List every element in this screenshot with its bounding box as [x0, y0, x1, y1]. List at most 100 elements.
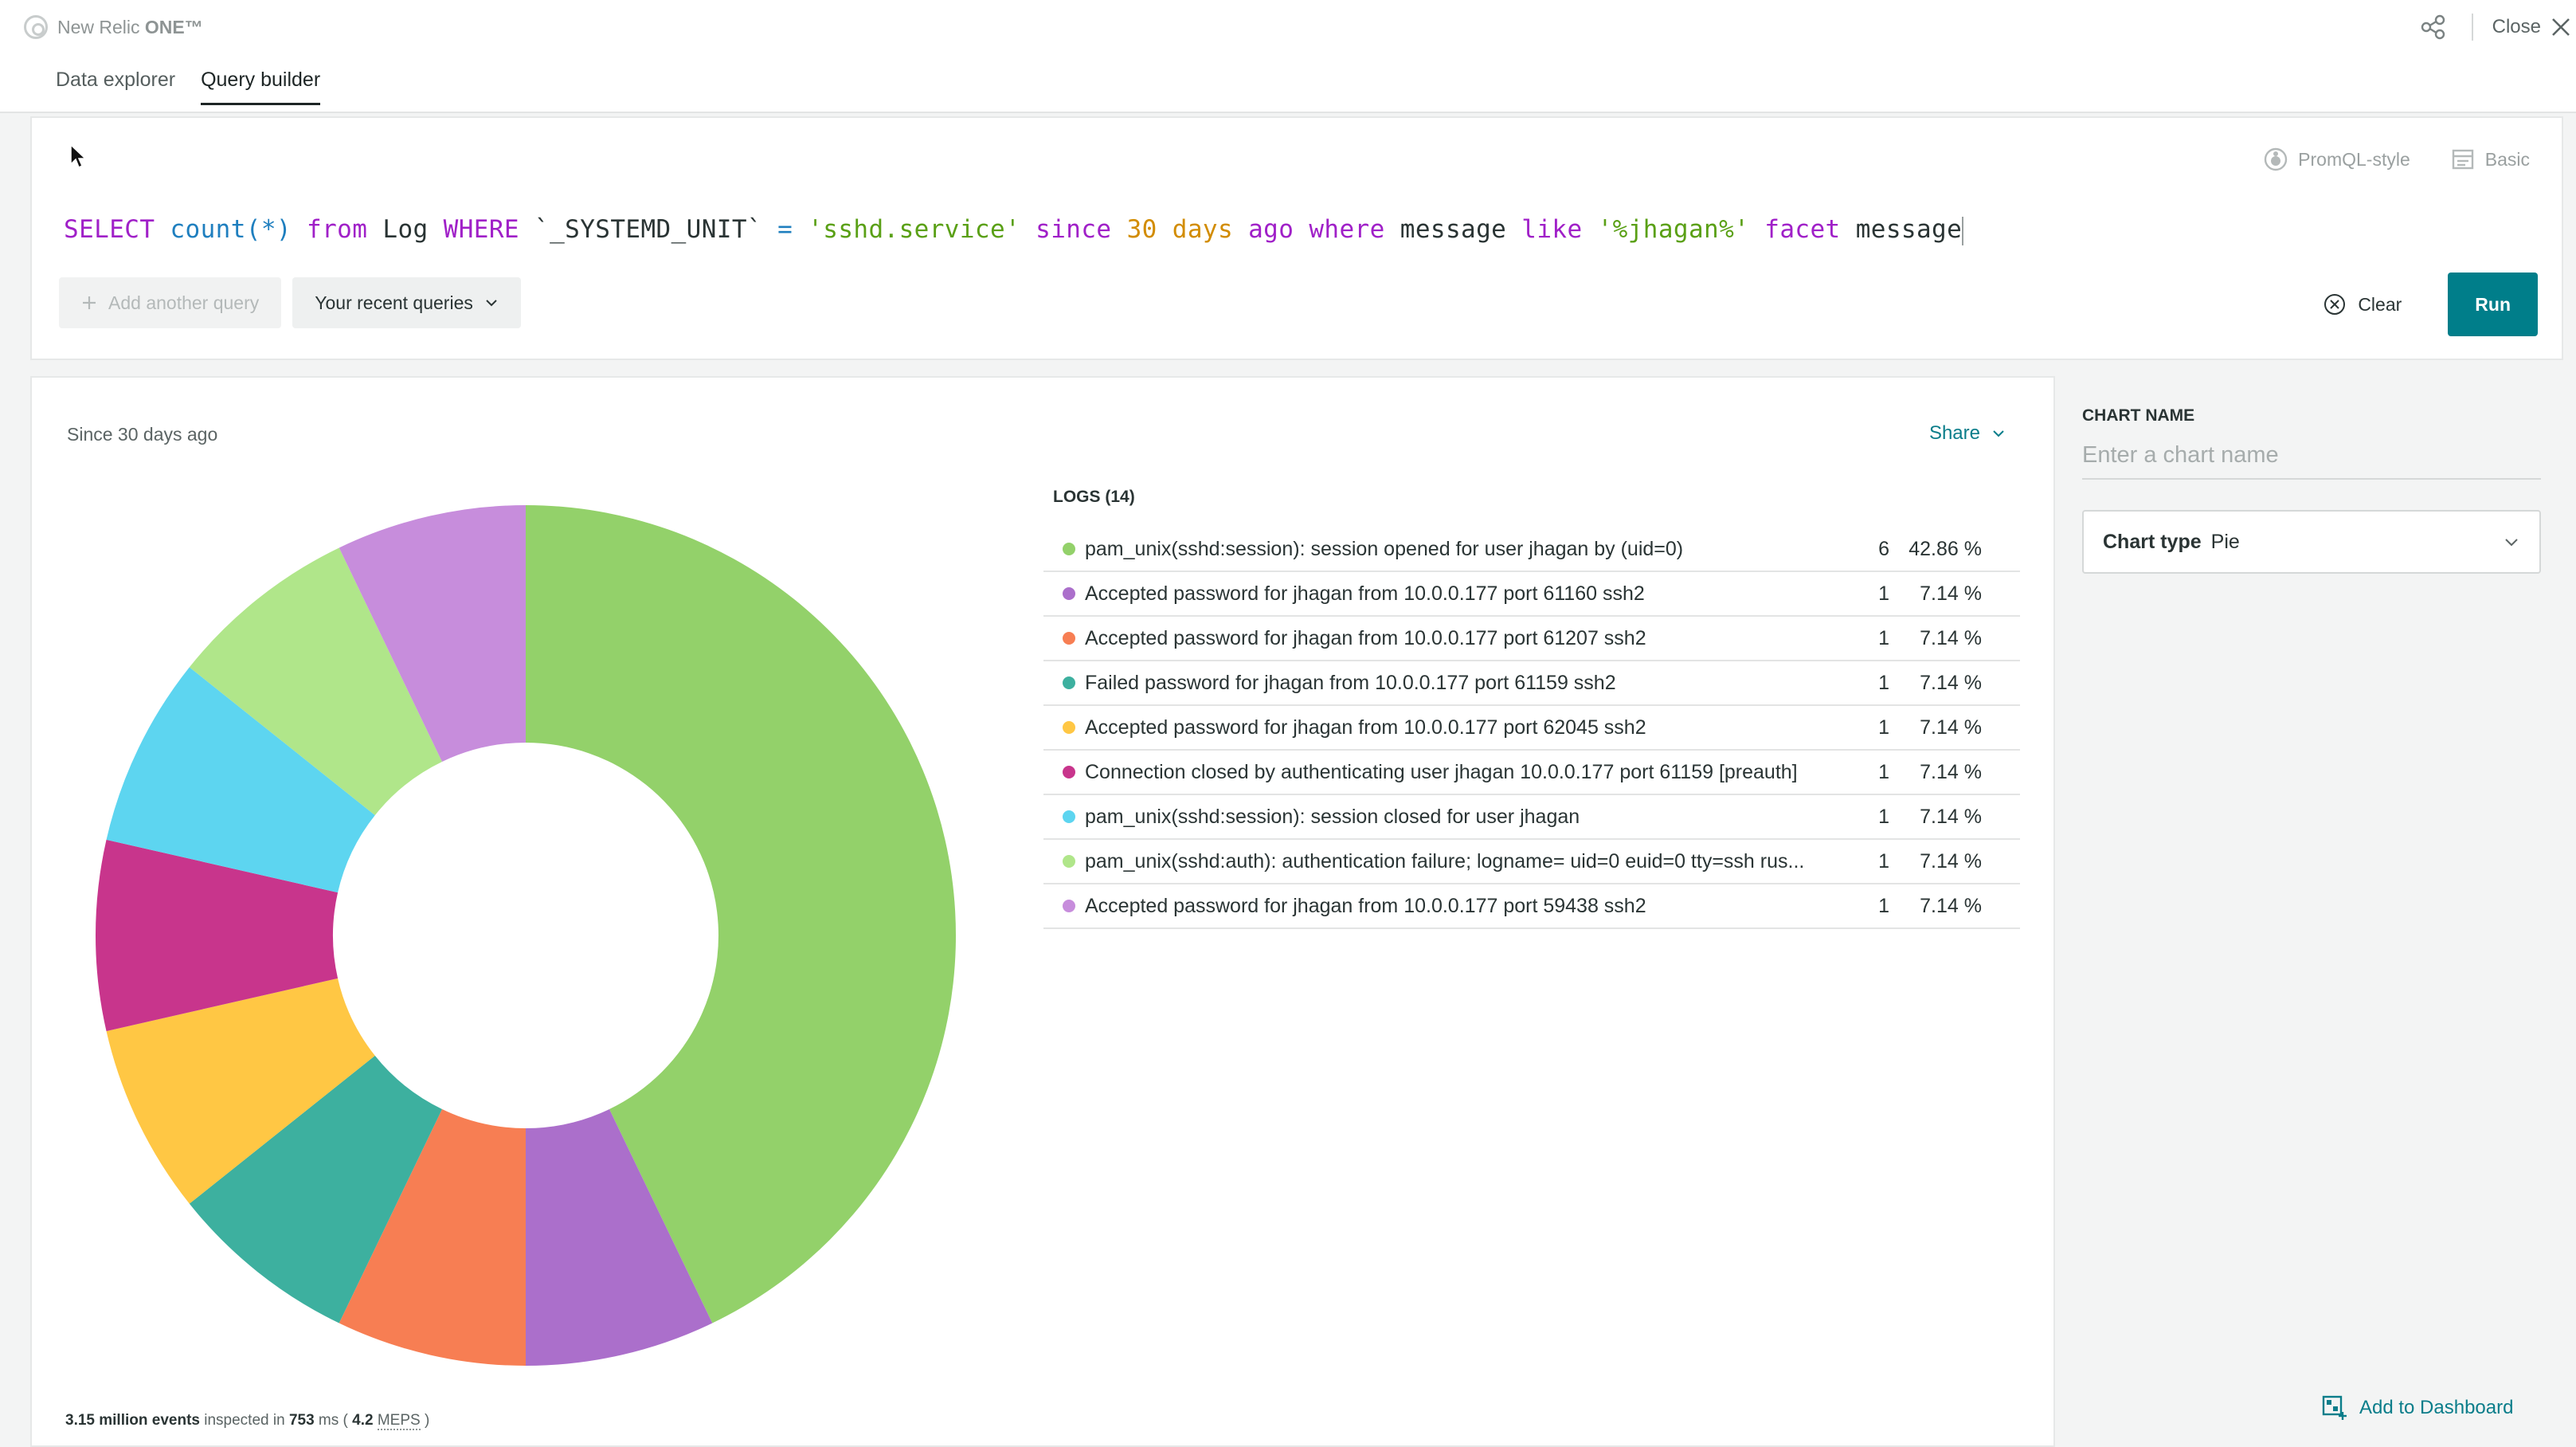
legend-label: Accepted password for jhagan from 10.0.0…	[1085, 582, 1645, 605]
legend-percent: 7.14 %	[1920, 760, 1982, 783]
query-token: message	[1384, 215, 1507, 244]
legend-title: LOGS (14)	[1053, 488, 1135, 506]
pie-slice-1[interactable]	[526, 1109, 713, 1366]
clear-circle-icon	[2324, 294, 2346, 315]
legend-label: Accepted password for jhagan from 10.0.0…	[1085, 716, 1646, 739]
recent-queries-dropdown[interactable]: Your recent queries	[292, 277, 521, 328]
query-token: since	[1020, 215, 1112, 244]
chart-type-select[interactable]: Chart type Pie	[2082, 510, 2541, 574]
add-to-dashboard-button[interactable]: Add to Dashboard	[2321, 1394, 2513, 1422]
query-token: where	[1294, 215, 1385, 244]
close-button[interactable]: Close	[2492, 16, 2541, 37]
pie-slice-2[interactable]	[339, 1109, 526, 1366]
legend-count: 1	[1878, 582, 1889, 605]
legend-percent: 7.14 %	[1920, 805, 1982, 828]
pie-chart-svg	[95, 505, 956, 1366]
pie-slice-5[interactable]	[95, 839, 339, 1032]
legend-item[interactable]: pam_unix(sshd:session): session opened f…	[1043, 527, 2020, 572]
tab-query-builder[interactable]: Query builder	[201, 69, 321, 105]
legend-color-dot	[1063, 900, 1075, 912]
run-button[interactable]: Run	[2448, 273, 2538, 336]
legend-item[interactable]: pam_unix(sshd:session): session closed f…	[1043, 795, 2020, 840]
query-panel: PromQL-style Basic SELECT count(*) from …	[30, 116, 2563, 360]
query-token: from	[291, 215, 368, 244]
chevron-down-icon	[486, 300, 497, 307]
query-token: message	[1840, 215, 1963, 244]
query-token: Log	[367, 215, 429, 244]
legend-item[interactable]: pam_unix(sshd:auth): authentication fail…	[1043, 840, 2020, 884]
chart-name-input[interactable]	[2082, 432, 2541, 480]
legend-count: 1	[1878, 894, 1889, 917]
chart-name-label: CHART NAME	[2082, 406, 2195, 425]
mouse-cursor-icon	[70, 143, 87, 169]
pie-slice-4[interactable]	[106, 978, 375, 1204]
legend-item[interactable]: Connection closed by authenticating user…	[1043, 751, 2020, 795]
legend-item[interactable]: Accepted password for jhagan from 10.0.0…	[1043, 884, 2020, 929]
legend-label: pam_unix(sshd:session): session closed f…	[1085, 805, 1580, 828]
brand: New Relic ONE™	[24, 14, 203, 40]
plus-icon	[83, 296, 96, 309]
legend-item[interactable]: Accepted password for jhagan from 10.0.0…	[1043, 706, 2020, 751]
query-mode-switch: PromQL-style Basic	[2263, 147, 2530, 172]
legend-label: Accepted password for jhagan from 10.0.0…	[1085, 894, 1646, 917]
share-dropdown[interactable]: Share	[1929, 422, 2006, 445]
query-token: `_SYSTEMD_UNIT`	[519, 215, 762, 244]
query-token: 'sshd.service'	[793, 215, 1021, 244]
query-token: like	[1506, 215, 1583, 244]
pie-slice-7[interactable]	[189, 547, 443, 816]
add-dashboard-icon	[2322, 1395, 2347, 1420]
query-token: days	[1157, 215, 1234, 244]
legend-percent: 7.14 %	[1920, 849, 1982, 873]
legend-color-dot	[1063, 543, 1075, 555]
legend-color-dot	[1063, 587, 1075, 600]
query-token: facet	[1749, 215, 1841, 244]
query-token: WHERE	[428, 215, 519, 244]
legend-item[interactable]: Failed password for jhagan from 10.0.0.1…	[1043, 661, 2020, 706]
legend-color-dot	[1063, 766, 1075, 778]
basic-mode-toggle[interactable]: Basic	[2450, 147, 2530, 172]
results-panel: Since 30 days ago Share LOGS (14) pam_un…	[30, 376, 2053, 1447]
close-icon[interactable]	[2551, 17, 2571, 37]
tab-bar: Data explorer Query builder	[56, 69, 321, 105]
legend-color-dot	[1063, 810, 1075, 823]
legend-label: Failed password for jhagan from 10.0.0.1…	[1085, 671, 1616, 694]
chevron-down-icon	[2505, 539, 2518, 547]
legend-percent: 7.14 %	[1920, 671, 1982, 694]
promql-mode-toggle[interactable]: PromQL-style	[2263, 147, 2410, 172]
legend-count: 1	[1878, 716, 1889, 739]
legend-label: Accepted password for jhagan from 10.0.0…	[1085, 626, 1646, 649]
legend-count: 1	[1878, 805, 1889, 828]
legend-label: pam_unix(sshd:auth): authentication fail…	[1085, 849, 1805, 873]
share-graph-icon[interactable]	[2419, 13, 2448, 41]
legend-percent: 7.14 %	[1920, 716, 1982, 739]
basic-form-icon	[2452, 149, 2473, 170]
pie-slice-6[interactable]	[106, 667, 375, 893]
legend-percent: 7.14 %	[1920, 626, 1982, 649]
pie-slice-8[interactable]	[339, 505, 526, 762]
legend-count: 1	[1878, 671, 1889, 694]
query-token: (*)	[245, 215, 292, 244]
time-range-label: Since 30 days ago	[67, 424, 218, 445]
legend-color-dot	[1063, 632, 1075, 645]
legend-item[interactable]: Accepted password for jhagan from 10.0.0…	[1043, 617, 2020, 661]
pie-chart	[88, 497, 964, 1374]
add-another-query-button[interactable]: Add another query	[59, 277, 282, 328]
pie-slice-0[interactable]	[526, 505, 956, 1323]
pie-slice-3[interactable]	[189, 1055, 443, 1323]
legend-item[interactable]: Accepted password for jhagan from 10.0.0…	[1043, 572, 2020, 617]
query-actions-right: Clear Run	[2300, 273, 2538, 336]
legend-label: Connection closed by authenticating user…	[1085, 760, 1798, 783]
query-token: =	[762, 215, 793, 244]
brand-name: New Relic ONE™	[57, 16, 203, 37]
nrql-query-editor[interactable]: SELECT count(*) from Log WHERE `_SYSTEMD…	[64, 215, 1964, 245]
clear-button[interactable]: Clear	[2300, 279, 2424, 330]
legend-label: pam_unix(sshd:session): session opened f…	[1085, 537, 1684, 560]
new-relic-logo-icon	[24, 15, 48, 39]
header-divider	[2471, 14, 2473, 41]
legend-count: 1	[1878, 849, 1889, 873]
tab-data-explorer[interactable]: Data explorer	[56, 69, 176, 91]
legend-count: 1	[1878, 760, 1889, 783]
promql-icon	[2264, 147, 2288, 171]
legend-color-dot	[1063, 855, 1075, 868]
legend-percent: 7.14 %	[1920, 894, 1982, 917]
